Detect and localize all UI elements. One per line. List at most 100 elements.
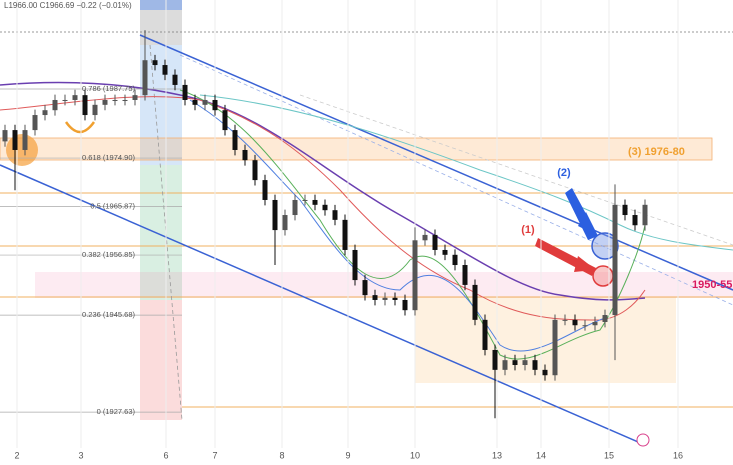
candle-body xyxy=(412,240,418,311)
candle-body xyxy=(92,104,98,116)
candle-body xyxy=(532,360,538,370)
fib-label: 0.382 (1956.85) xyxy=(82,250,135,259)
candle-body xyxy=(382,297,388,300)
icon xyxy=(636,433,650,447)
annotation: 1950-55 xyxy=(692,279,732,291)
candle-body xyxy=(22,130,28,150)
candle-body xyxy=(372,295,378,300)
candle-body xyxy=(502,360,508,370)
candle-body xyxy=(232,130,238,150)
annotation: (3) 1976-80 xyxy=(628,146,685,158)
fib-zone xyxy=(140,0,182,10)
candle-body xyxy=(512,360,518,366)
candle-body xyxy=(132,95,138,100)
candle-body xyxy=(462,265,468,285)
candle-body xyxy=(332,210,338,220)
candle-body xyxy=(242,149,248,161)
candle-body xyxy=(292,199,298,216)
x-tick-label: 16 xyxy=(673,450,683,460)
moving-average xyxy=(179,89,646,360)
candle-body xyxy=(362,280,368,296)
candle-body xyxy=(152,60,158,66)
fib-label: 0.618 (1974.90) xyxy=(82,153,135,162)
x-tick-label: 10 xyxy=(410,450,420,460)
candle-body xyxy=(162,65,168,75)
candle-body xyxy=(392,297,398,300)
candle-body xyxy=(142,60,148,96)
x-tick-label: 15 xyxy=(604,450,614,460)
candle-body xyxy=(342,219,348,250)
candle-body xyxy=(522,360,528,366)
channel-upper xyxy=(139,34,733,291)
candle-body xyxy=(42,110,48,116)
moving-average xyxy=(199,94,733,251)
highlight-circle xyxy=(591,232,619,260)
candle-body xyxy=(2,130,8,142)
fib-label: 0.5 (1965.87) xyxy=(90,202,135,211)
candle-body xyxy=(322,204,328,211)
candle-body xyxy=(82,95,88,116)
highlight-circle xyxy=(6,134,38,166)
channel-outer xyxy=(299,94,733,246)
candle-body xyxy=(612,204,618,316)
candle-body xyxy=(32,115,38,131)
x-tick-label: 9 xyxy=(345,450,350,460)
x-tick-label: 13 xyxy=(492,450,502,460)
candle-body xyxy=(172,74,178,85)
curve-mark xyxy=(64,121,96,134)
fib-zone xyxy=(140,165,182,300)
highlight-circle xyxy=(592,265,614,287)
candle-body xyxy=(402,299,408,311)
annotation: (1) xyxy=(521,224,535,236)
candle-body xyxy=(582,325,588,327)
x-tick-label: 3 xyxy=(78,450,83,460)
candle-body xyxy=(272,199,278,231)
candle-body xyxy=(72,95,78,100)
candle-body xyxy=(112,99,118,101)
fib-levels: 0.786 (1987.75) 0.618 (1974.90) 0.5 (1965.… xyxy=(0,84,182,416)
candle-body xyxy=(102,99,108,105)
candle-body xyxy=(192,99,198,105)
candle-body xyxy=(282,215,288,231)
candle-body xyxy=(552,319,558,376)
x-tick-label: 8 xyxy=(279,450,284,460)
candle-body xyxy=(542,369,548,376)
candle-body xyxy=(622,204,628,216)
candle-body xyxy=(302,199,308,201)
candle-body xyxy=(222,110,228,131)
arrow xyxy=(578,212,598,236)
x-tick-label: 14 xyxy=(536,450,546,460)
fib-label: 0.236 (1945.68) xyxy=(82,310,135,319)
candle-body xyxy=(492,349,498,370)
x-tick-label: 2 xyxy=(14,450,19,460)
candle-body xyxy=(182,84,188,100)
candle-body xyxy=(442,249,448,255)
x-tick-label: 7 xyxy=(212,450,217,460)
x-tick-label: 6 xyxy=(163,450,168,460)
candle-body xyxy=(632,215,638,226)
candle-body xyxy=(602,315,608,323)
grid: 2 3 6 7 8 9 10 13 14 15 16 xyxy=(14,0,683,460)
resistance-zone xyxy=(0,137,713,161)
candle-body xyxy=(572,319,578,326)
candle-body xyxy=(432,234,438,250)
candle-body xyxy=(352,249,358,281)
candle-body xyxy=(312,199,318,205)
moving-average xyxy=(0,96,646,321)
candle-body xyxy=(62,99,68,101)
channel-lower xyxy=(0,164,646,446)
fib-label: 0 (1927.63) xyxy=(97,407,136,416)
channel-mid xyxy=(179,54,733,306)
arrow xyxy=(574,256,596,272)
fib-label: 0.786 (1987.75) xyxy=(82,84,135,93)
candle-body xyxy=(12,130,18,150)
candle-body xyxy=(52,99,58,111)
candle-body xyxy=(122,99,128,101)
candle-body xyxy=(422,234,428,241)
candle-body xyxy=(482,319,488,350)
fib-zone xyxy=(140,300,182,420)
candle-body xyxy=(472,284,478,320)
header: L1966.00 C1966.69 −0.22 (−0.01%) xyxy=(4,1,132,10)
candle-body xyxy=(592,322,598,326)
